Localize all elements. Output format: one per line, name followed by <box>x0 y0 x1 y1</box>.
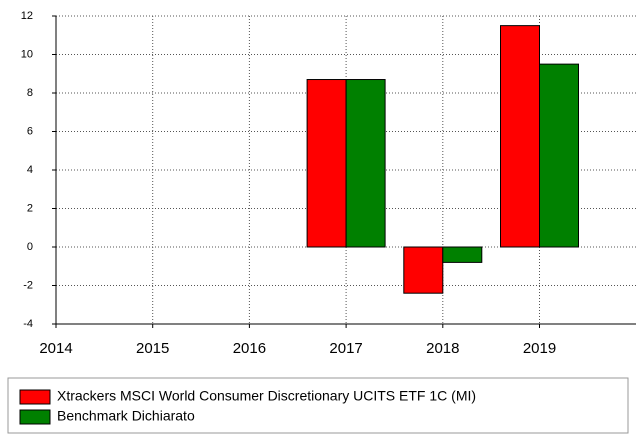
legend-box <box>7 377 629 434</box>
y-tick-label: 6 <box>27 125 33 137</box>
x-tick-label: 2017 <box>329 340 362 357</box>
y-tick-label: -4 <box>23 318 33 330</box>
bar <box>403 246 444 294</box>
y-tick-label: -2 <box>23 279 33 291</box>
legend-swatch <box>19 409 51 425</box>
bar <box>306 79 347 248</box>
legend-label: Benchmark Dichiarato <box>57 408 195 424</box>
legend-label: Xtrackers MSCI World Consumer Discretion… <box>57 388 476 404</box>
bar <box>500 25 540 248</box>
legend-swatch <box>19 389 51 405</box>
x-tick-label: 2019 <box>523 340 556 357</box>
x-tick-label: 2014 <box>39 340 72 357</box>
y-tick-label: 0 <box>27 241 33 253</box>
bar <box>345 79 386 248</box>
y-tick-label: 10 <box>21 48 33 60</box>
y-tick-label: 2 <box>27 202 33 214</box>
bar <box>442 246 483 263</box>
y-tick-label: 4 <box>27 164 33 176</box>
bar <box>539 63 579 248</box>
x-tick-label: 2016 <box>233 340 266 357</box>
x-tick-label: 2015 <box>136 340 169 357</box>
y-tick-label: 12 <box>21 10 33 22</box>
y-tick-label: 8 <box>27 87 33 99</box>
x-tick-label: 2018 <box>426 340 459 357</box>
